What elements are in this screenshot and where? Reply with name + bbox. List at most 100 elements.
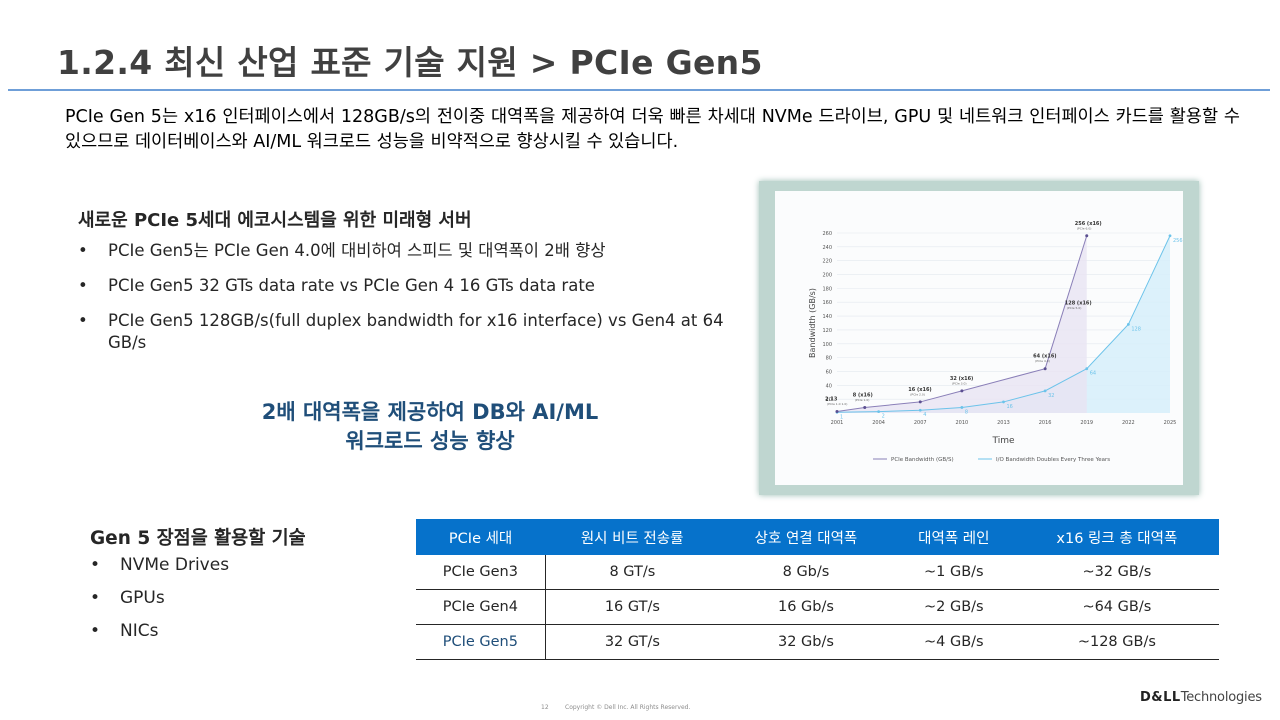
table-cell: 32 GT/s — [545, 624, 720, 660]
io-data-point — [1168, 234, 1172, 238]
io-data-label: 8 — [965, 409, 968, 415]
pcie-bandwidth-line — [836, 235, 1088, 413]
io-data-point — [1002, 400, 1005, 404]
bullet-item: NVMe Drives — [90, 554, 229, 576]
table-cell: ~2 GB/s — [892, 589, 1015, 625]
pcie-data-sublabel: (PCIe 5.0) — [1067, 306, 1082, 310]
bullet-item: PCIe Gen5 128GB/s(full duplex bandwidth … — [78, 310, 748, 354]
pcie-data-sublabel: (PCIe 4.0) — [1035, 359, 1050, 363]
page-number: 12 — [541, 704, 549, 711]
io-data-label: 1 — [840, 414, 843, 420]
y-tick-label: 100 — [822, 342, 832, 348]
pcie-data-point — [1085, 234, 1089, 238]
chart-panel: 20 40 60 80 100 120 140 160 180 200 220 240 260 2001 2… — [775, 191, 1183, 485]
table-row: PCIe Gen5 32 GT/s 32 Gb/s ~4 GB/s ~128 G… — [416, 624, 1219, 660]
x-axis-label: Time — [991, 436, 1014, 446]
io-data-label: 64 — [1090, 371, 1096, 377]
table-cell: 16 GT/s — [545, 589, 720, 625]
column-header: 대역폭 레인 — [892, 519, 1015, 555]
column-header: 원시 비트 전송률 — [545, 519, 720, 555]
column-header: 상호 연결 대역폭 — [719, 519, 893, 555]
copyright-text: Copyright © Dell Inc. All Rights Reserve… — [565, 704, 691, 711]
bullet-item: GPUs — [90, 587, 229, 609]
table-row: PCIe Gen4 16 GT/s 16 Gb/s ~2 GB/s ~64 GB… — [416, 589, 1219, 625]
table-cell: ~32 GB/s — [1014, 555, 1219, 590]
y-tick-label: 140 — [822, 314, 832, 320]
x-tick-label: 2010 — [956, 420, 969, 426]
io-data-point — [918, 408, 922, 412]
pcie-data-point — [863, 405, 867, 409]
io-data-label: 256 — [1173, 238, 1183, 244]
pcie-data-sublabel: (PCIe 1.0) — [855, 398, 870, 402]
io-data-label: 32 — [1048, 393, 1054, 399]
io-data-point — [1126, 322, 1130, 326]
table-cell: PCIe Gen3 — [416, 555, 546, 590]
pcie-data-label: 32 (x16) — [950, 376, 973, 382]
bullet-item: NICs — [90, 620, 229, 642]
table-cell: 8 GT/s — [545, 555, 720, 590]
y-tick-label: 260 — [822, 231, 832, 237]
y-tick-label: 60 — [826, 369, 832, 375]
pcie-data-label: 128 (x16) — [1065, 300, 1092, 306]
y-tick-label: 180 — [822, 286, 832, 292]
table-cell: 16 Gb/s — [719, 589, 893, 625]
io-data-label: 4 — [923, 412, 926, 418]
section2-heading: Gen 5 장점을 활용할 기술 — [90, 528, 306, 549]
x-tick-label: 2004 — [872, 420, 885, 426]
pcie-data-point — [918, 400, 922, 404]
intro-paragraph: PCIe Gen 5는 x16 인터페이스에서 128GB/s의 전이중 대역폭… — [65, 107, 1240, 152]
io-data-point — [877, 410, 881, 414]
table-cell: PCIe Gen4 — [416, 589, 546, 625]
section1-heading: 새로운 PCIe 5세대 에코시스템을 위한 미래형 서버 — [78, 210, 472, 231]
io-data-point — [1085, 367, 1089, 371]
pcie-data-point — [960, 389, 964, 393]
table-cell: ~64 GB/s — [1014, 589, 1219, 625]
pcie-data-sublabel: (PCIe 1.0 1.0) — [827, 402, 847, 406]
table-cell: 32 Gb/s — [719, 624, 893, 660]
section1-bullets: PCIe Gen5는 PCIe Gen 4.0에 대비하여 스피드 및 대역폭이… — [78, 240, 748, 367]
chart-frame: 20 40 60 80 100 120 140 160 180 200 220 240 260 2001 2… — [759, 181, 1199, 495]
table-header-row: PCIe 세대 원시 비트 전송률 상호 연결 대역폭 대역폭 레인 x16 링… — [416, 519, 1219, 555]
pcie-data-point — [1043, 367, 1047, 371]
pcie-data-label: 64 (x16) — [1033, 354, 1056, 360]
y-axis-label: Bandwidth (GB/s) — [808, 288, 817, 358]
table-cell: PCIe Gen5 — [416, 624, 546, 660]
pcie-data-label: 8 (x16) — [853, 392, 873, 398]
x-tick-label: 2019 — [1080, 420, 1093, 426]
section2-bullets: NVMe Drives GPUs NICs — [90, 554, 229, 653]
bandwidth-chart: 20 40 60 80 100 120 140 160 180 200 220 240 260 2001 2… — [808, 221, 1183, 463]
y-tick-label: 240 — [822, 245, 832, 251]
x-tick-label: 2007 — [914, 420, 927, 426]
pcie-data-label: 256 (x16) — [1075, 221, 1102, 227]
x-tick-label: 2013 — [997, 420, 1010, 426]
x-tick-label: 2022 — [1122, 420, 1135, 426]
pcie-data-label: 16 (x16) — [908, 387, 931, 393]
io-data-label: 128 — [1131, 326, 1141, 332]
callout-text: 2배 대역폭을 제공하여 DB와 AI/ML 워크로드 성능 향상 — [150, 398, 710, 456]
pcie-data-sublabel: (PCIe 3.0) — [952, 381, 967, 385]
y-tick-label: 20 — [826, 397, 832, 403]
table-cell: ~128 GB/s — [1014, 624, 1219, 660]
legend-label-pcie: PCIe Bandwidth (GB/S) — [891, 457, 954, 463]
legend-label-io: I/O Bandwidth Doubles Every Three Years — [996, 457, 1110, 463]
y-tick-label: 200 — [822, 273, 832, 279]
callout-line2: 워크로드 성능 향상 — [345, 429, 515, 453]
pcie-data-sublabel: (PCIe 6.0) — [1077, 226, 1092, 230]
table-cell: 8 Gb/s — [719, 555, 893, 590]
column-header: PCIe 세대 — [416, 519, 546, 555]
pcie-generation-table: PCIe 세대 원시 비트 전송률 상호 연결 대역폭 대역폭 레인 x16 링… — [416, 519, 1219, 660]
dell-technologies-logo: D&LLTechnologies — [1140, 690, 1262, 705]
io-data-label: 2 — [882, 414, 885, 420]
table-cell: ~4 GB/s — [892, 624, 1015, 660]
table-row: PCIe Gen3 8 GT/s 8 Gb/s ~1 GB/s ~32 GB/s — [416, 555, 1219, 590]
x-tick-label: 2016 — [1039, 420, 1052, 426]
pcie-data-sublabel: (PCIe 2.0) — [910, 392, 925, 396]
bullet-item: PCIe Gen5는 PCIe Gen 4.0에 대비하여 스피드 및 대역폭이… — [78, 240, 748, 262]
bullet-item: PCIe Gen5 32 GTs data rate vs PCIe Gen 4… — [78, 275, 748, 297]
y-tick-label: 120 — [822, 328, 832, 334]
y-tick-label: 40 — [826, 383, 832, 389]
x-tick-label: 2001 — [831, 420, 844, 426]
y-tick-label: 220 — [822, 259, 832, 265]
io-data-point — [960, 406, 964, 409]
io-data-label: 16 — [1007, 404, 1013, 410]
